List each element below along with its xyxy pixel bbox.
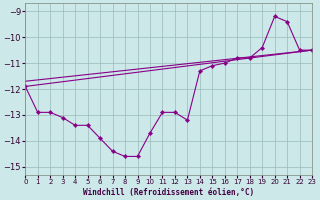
X-axis label: Windchill (Refroidissement éolien,°C): Windchill (Refroidissement éolien,°C): [83, 188, 254, 197]
